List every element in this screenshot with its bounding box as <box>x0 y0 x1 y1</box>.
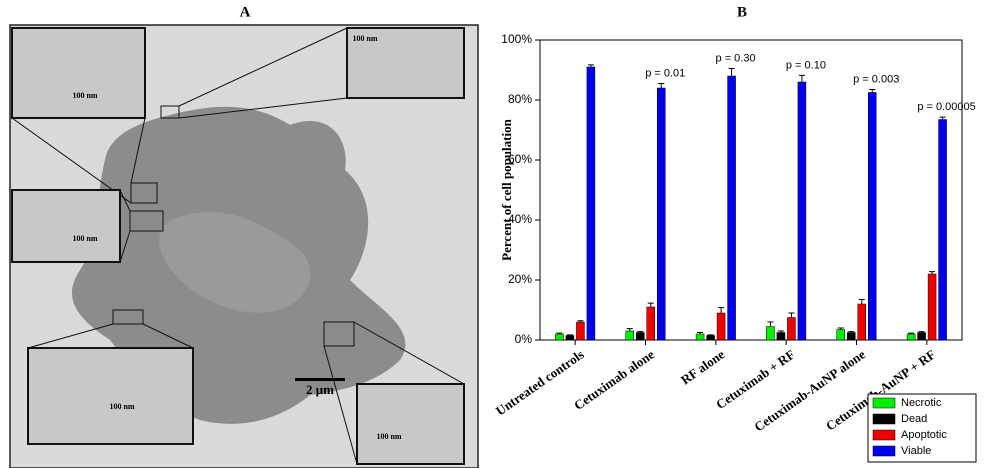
page: {"panel_a": {"label": "A", "inset_scale_… <box>0 0 986 468</box>
inset-scale-label: 100 nm <box>352 34 377 43</box>
panel-label: A <box>240 4 251 20</box>
bar <box>707 336 715 341</box>
x-tick-label: RF alone <box>678 346 728 387</box>
figure: A 100 nm 100 nm 100 nm 100 nm 100 nm 2 μ… <box>0 0 986 468</box>
error-bar <box>648 303 654 307</box>
bar <box>576 322 584 340</box>
legend-label: Viable <box>901 445 931 457</box>
error-bar <box>859 300 865 305</box>
p-value-annotation: p = 0.30 <box>716 52 756 64</box>
bar <box>837 330 845 341</box>
p-value-annotation: p = 0.003 <box>853 73 899 85</box>
error-bar <box>869 90 875 93</box>
error-bar <box>588 65 594 67</box>
bar <box>858 304 866 340</box>
bar <box>787 318 795 341</box>
legend-swatch <box>873 430 895 440</box>
bar <box>939 120 947 341</box>
y-tick-label: 60% <box>508 152 532 166</box>
y-tick-label: 20% <box>508 272 532 286</box>
y-tick-label: 40% <box>508 212 532 226</box>
inset-scale-label: 100 nm <box>72 91 97 100</box>
chart-title: B <box>737 4 747 20</box>
bar <box>587 67 595 340</box>
bar <box>657 88 665 340</box>
x-tick-label: Untreated controls <box>493 347 587 419</box>
inset-scale-label: 100 nm <box>109 402 134 411</box>
p-value-annotation: p = 0.10 <box>786 59 826 71</box>
error-bar <box>658 84 664 89</box>
bar <box>928 274 936 340</box>
y-tick-label: 100% <box>501 32 532 46</box>
legend-label: Apoptotic <box>901 429 947 441</box>
legend-swatch <box>873 446 895 456</box>
bar <box>566 336 574 341</box>
p-value-annotation: p = 0.01 <box>645 67 685 79</box>
y-tick-label: 0% <box>515 332 533 346</box>
error-bar <box>729 69 735 77</box>
bar <box>717 313 725 340</box>
bar <box>766 327 774 341</box>
bar <box>636 333 644 341</box>
scale-bar-label: 2 μm <box>306 382 334 397</box>
error-bar <box>929 272 935 274</box>
bar <box>918 333 926 341</box>
bar <box>626 331 634 340</box>
bar <box>777 333 785 341</box>
bar <box>847 333 855 341</box>
inset-scale-label: 100 nm <box>376 432 401 441</box>
y-tick-label: 80% <box>508 92 532 106</box>
bar <box>798 82 806 340</box>
legend-swatch <box>873 398 895 408</box>
bar <box>647 307 655 340</box>
legend-label: Necrotic <box>901 397 942 409</box>
error-bar <box>767 322 773 327</box>
inset-scale-label: 100 nm <box>72 234 97 243</box>
bar <box>728 76 736 340</box>
error-bar <box>940 117 946 119</box>
legend-label: Dead <box>901 413 927 425</box>
error-bar <box>788 313 794 318</box>
legend-swatch <box>873 414 895 424</box>
error-bar <box>627 329 633 331</box>
bar <box>696 334 704 340</box>
y-axis-label: Percent of cell population <box>499 118 514 260</box>
bar <box>555 334 563 340</box>
bar <box>868 93 876 341</box>
bar <box>907 334 915 340</box>
error-bar <box>718 308 724 313</box>
p-value-annotation: p = 0.00005 <box>917 101 975 113</box>
error-bar <box>799 75 805 82</box>
